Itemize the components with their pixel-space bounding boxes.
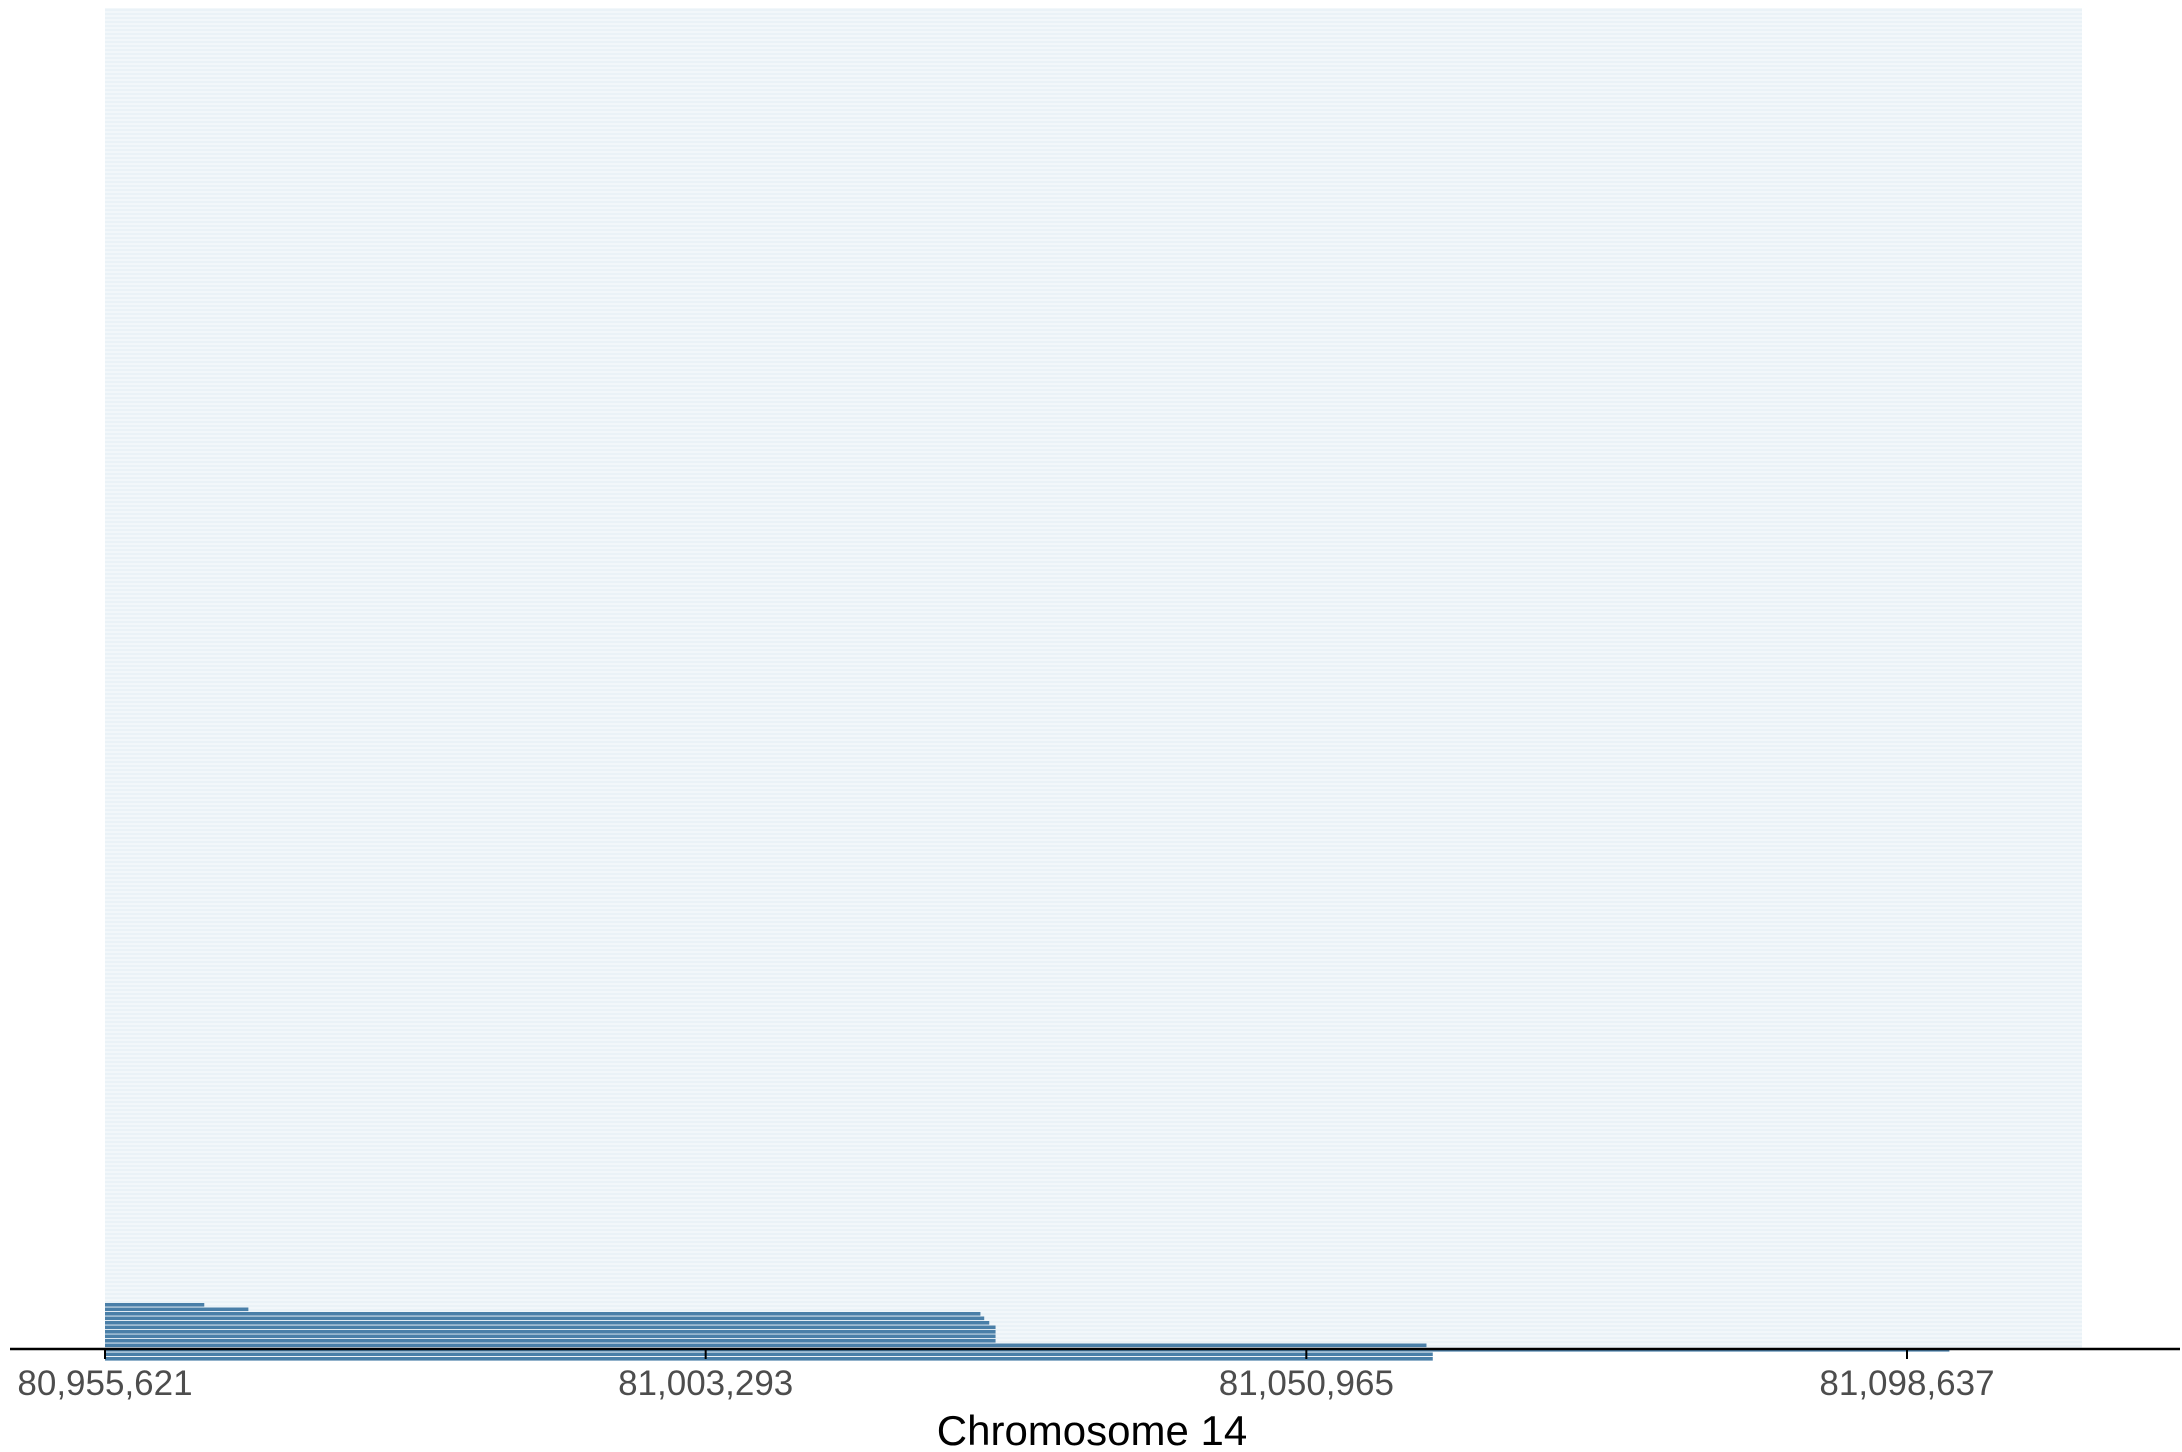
interval-segment [105,1307,249,1312]
interval-segment [105,1312,981,1316]
interval-segment [105,1316,985,1321]
x-axis: 80,955,621 81,003,293 81,050,965 81,098,637 [10,1347,2180,1403]
interval-segment [105,1357,1433,1361]
x-tick-label: 81,050,965 [1219,1364,1394,1403]
x-tick-label: 81,098,637 [1819,1364,1994,1403]
interval-segment [105,1330,996,1334]
interval-segment [105,1325,996,1330]
interval-segment [105,1343,1427,1348]
x-axis-title: Chromosome 14 [937,1407,1247,1452]
interval-segment [105,1321,990,1325]
interval-segment [105,1352,1433,1357]
x-tick-label: 80,955,621 [17,1364,192,1403]
interval-segment [105,1334,996,1339]
interval-segment [105,1339,996,1343]
x-tick-label: 81,003,293 [618,1364,793,1403]
interval-segment [105,1303,205,1307]
plot-background [105,8,2082,1348]
